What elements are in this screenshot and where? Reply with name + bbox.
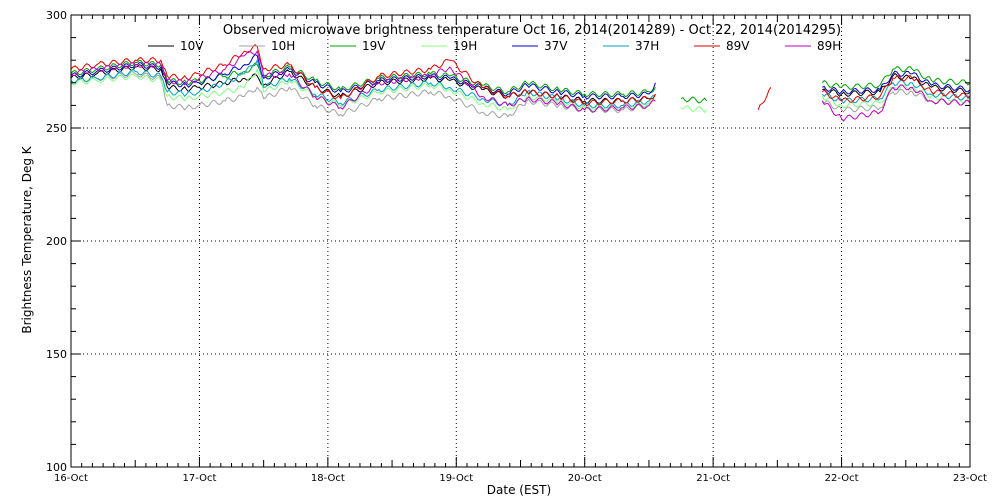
x-tick-label: 18-Oct [311,473,345,484]
legend-label-37H: 37H [635,39,659,53]
series-line-89H [70,49,971,122]
y-tick-label: 100 [46,461,67,474]
series-lines [70,44,971,122]
grid-lines [71,15,970,467]
series-line-89V [70,44,971,111]
legend-label-10H: 10H [271,39,295,53]
legend-label-19H: 19H [453,39,477,53]
legend-label-19V: 19V [362,39,386,53]
x-tick-label: 19-Oct [439,473,473,484]
y-tick-label: 250 [46,122,67,135]
y-axis-label: Brightness Temperature, Deg K [20,145,34,333]
axis-tick-labels: 100 150 200 250 300 16-Oct 17-Oct 18-Oct 19-Oct 2… [46,9,987,484]
x-tick-label: 17-Oct [182,473,216,484]
series-line-19V [70,59,971,104]
x-tick-label: 20-Oct [568,473,602,484]
x-tick-label: 22-Oct [825,473,859,484]
y-tick-label: 200 [46,235,67,248]
legend-label-37V: 37V [544,39,568,53]
x-tick-label: 21-Oct [696,473,730,484]
legend: 10V 10H 19V 19H 37V 37H 89V 89H [148,39,841,53]
legend-label-89V: 89V [726,39,750,53]
x-axis-label: Date (EST) [487,483,551,497]
legend-label-10V: 10V [180,39,204,53]
y-tick-label: 300 [46,9,67,22]
x-tick-label: 23-Oct [953,473,987,484]
y-tick-label: 150 [46,348,67,361]
axis-ticks [70,14,971,468]
legend-label-89H: 89H [817,39,841,53]
chart-title: Observed microwave brightness temperatur… [223,23,841,38]
x-tick-label: 16-Oct [54,473,88,484]
